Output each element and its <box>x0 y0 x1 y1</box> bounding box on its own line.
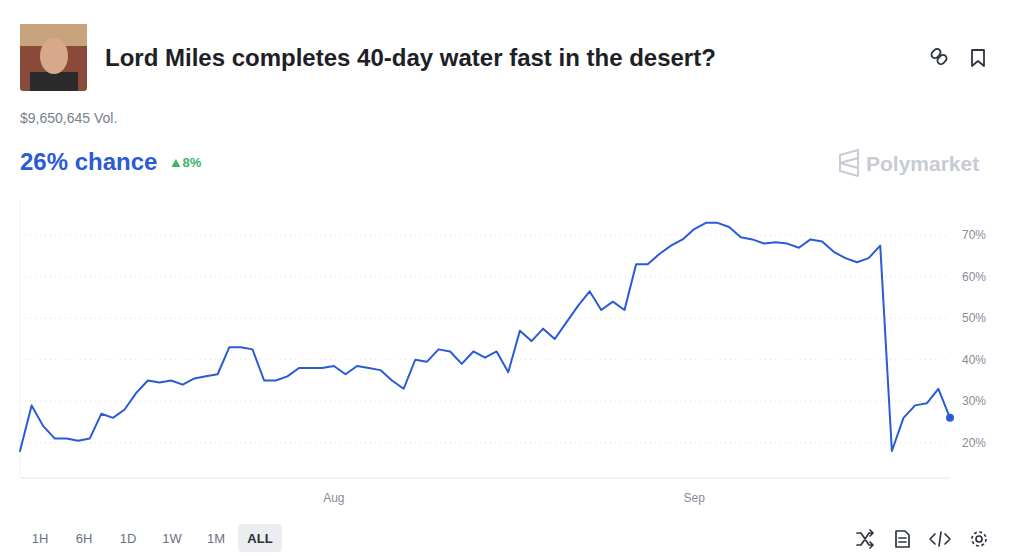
avatar <box>20 24 87 91</box>
brand-icon <box>840 150 858 176</box>
avatar-bg <box>20 24 87 91</box>
grid-line <box>20 359 950 360</box>
grid-line <box>20 276 950 277</box>
title: Lord Miles completes 40-day water fast i… <box>105 44 716 71</box>
y-tick-label: 30% <box>962 394 986 408</box>
brand-logo: Polymarket <box>840 150 979 176</box>
x-tick-label: Sep <box>684 491 706 505</box>
volume: $9,650,645 Vol. <box>20 110 117 126</box>
change: 8% <box>182 155 201 170</box>
last-point <box>946 414 954 422</box>
grid-line <box>20 401 950 402</box>
bookmark-icon[interactable] <box>972 50 984 66</box>
range-button-label[interactable]: 1W <box>162 531 182 546</box>
range-button[interactable]: 1M <box>207 531 225 546</box>
settings-icon[interactable] <box>972 532 986 546</box>
x-axis <box>20 478 950 479</box>
y-tick-label: 60% <box>962 270 986 284</box>
avatar-face <box>40 38 68 74</box>
link-part <box>930 47 942 59</box>
document-icon[interactable] <box>896 531 909 547</box>
x-tick-label: Aug <box>323 491 344 505</box>
range-button-label[interactable]: 6H <box>76 531 93 546</box>
avatar-body <box>30 72 78 91</box>
brand-name: Polymarket <box>866 152 979 175</box>
y-tick-label: 70% <box>962 228 986 242</box>
grid-line <box>20 442 950 443</box>
range-button-label[interactable]: 1D <box>120 531 137 546</box>
y-tick-label: 50% <box>962 311 986 325</box>
range-button[interactable]: 6H <box>76 531 93 546</box>
link-icon[interactable] <box>930 47 948 65</box>
shuffle-icon[interactable] <box>857 530 873 548</box>
plot-area <box>20 223 954 451</box>
y-tick-label: 20% <box>962 436 986 450</box>
y-range-frame <box>20 200 21 478</box>
chance: 26% chance <box>20 148 157 175</box>
grid <box>20 235 950 442</box>
settings-icon-core[interactable] <box>976 536 982 542</box>
page: Lord Miles completes 40-day water fast i… <box>0 0 1024 556</box>
up-arrow <box>171 159 180 167</box>
range-button[interactable]: 1H <box>32 531 49 546</box>
embed-icon[interactable] <box>930 532 950 546</box>
range-button-label[interactable]: 1M <box>207 531 225 546</box>
range-button-label[interactable]: ALL <box>247 531 272 546</box>
range-button[interactable]: 1D <box>120 531 137 546</box>
range-button[interactable]: ALL <box>238 524 282 552</box>
link-part <box>936 53 948 65</box>
range-button[interactable]: 1W <box>162 531 182 546</box>
range-button-bg <box>238 524 282 552</box>
grid-line <box>20 318 950 319</box>
y-tick-label: 40% <box>962 353 986 367</box>
grid-line <box>20 235 950 236</box>
range-button-label[interactable]: 1H <box>32 531 49 546</box>
price-line <box>20 223 950 451</box>
